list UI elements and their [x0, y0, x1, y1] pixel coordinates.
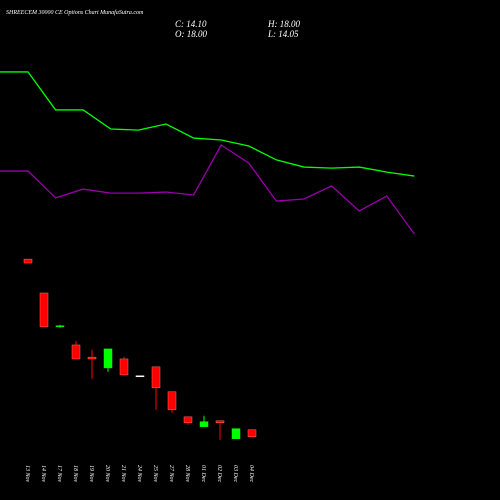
x-tick-label: 24 Nov	[136, 465, 143, 483]
candle-body	[183, 416, 193, 423]
candle-body	[71, 344, 81, 360]
x-tick-label: 13 Nov	[24, 465, 30, 483]
x-tick-label: 25 Nov	[152, 465, 158, 483]
x-tick-label: 04 Dec	[248, 465, 255, 482]
x-tick-label: 21 Nov	[120, 465, 126, 483]
high-label: H: 18.00	[267, 19, 300, 29]
candle-body	[199, 421, 209, 427]
x-tick-label: 20 Nov	[104, 465, 110, 483]
candle-body	[231, 428, 241, 439]
x-tick-label: 01 Dec	[200, 465, 206, 482]
x-tick-label: 27 Nov	[168, 465, 174, 483]
candle-body	[23, 258, 33, 264]
x-tick-label: 03 Dec	[232, 465, 238, 482]
open-label: O: 18.00	[175, 29, 207, 39]
candle-body	[119, 358, 129, 376]
x-tick-label: 14 Nov	[40, 465, 47, 483]
low-label: L: 14.05	[267, 29, 299, 39]
candle-body	[247, 429, 257, 437]
x-tick-label: 19 Nov	[88, 465, 94, 483]
candle-body	[215, 420, 225, 423]
x-tick-label: 28 Nov	[184, 465, 190, 483]
x-tick-label: 02 Dec	[216, 465, 222, 482]
chart-title: SHREECEM 30000 CE Options Chart MunafaSu…	[6, 9, 144, 16]
candle-body	[39, 292, 49, 328]
x-tick-label: 17 Nov	[56, 465, 62, 483]
close-label: C: 14.10	[175, 19, 207, 29]
candle-body	[55, 325, 65, 328]
line-series	[0, 144, 415, 235]
candle-body	[87, 356, 97, 360]
candle-body	[151, 366, 161, 389]
candle-body	[103, 348, 113, 369]
x-tick-label: 18 Nov	[72, 465, 78, 483]
line-series	[0, 71, 415, 177]
candle-body	[135, 375, 145, 378]
candle-body	[167, 391, 177, 411]
